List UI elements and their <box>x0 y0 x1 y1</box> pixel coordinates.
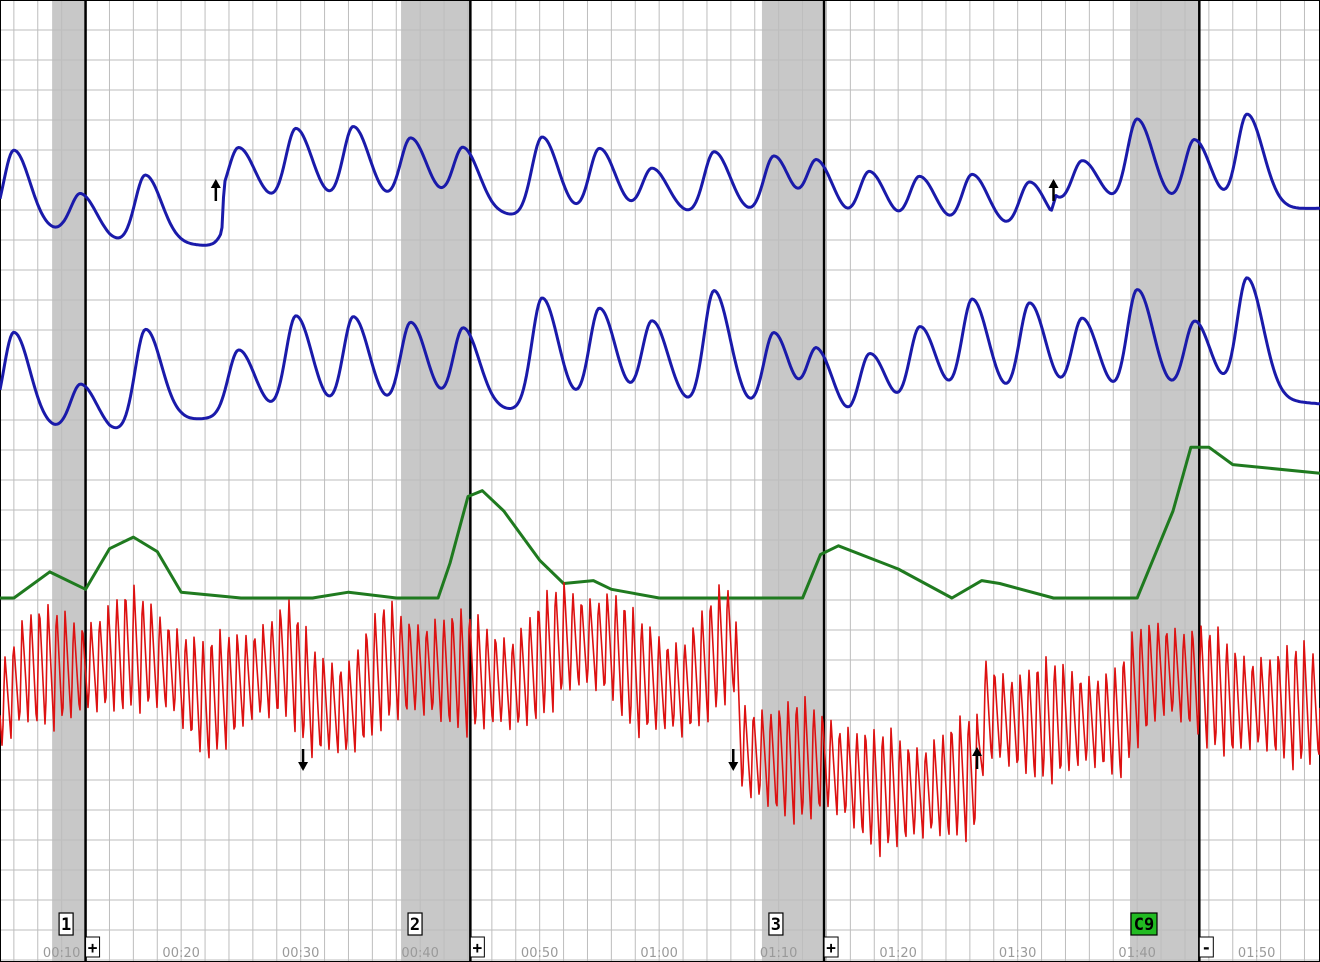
answer-mark-box <box>469 936 485 958</box>
answer-marks: + + + - <box>85 936 1214 958</box>
artifact-down-arrow-icon <box>728 749 739 771</box>
time-tick-label: 01:50 <box>1238 946 1275 961</box>
artifact-up-arrow-icon <box>972 747 983 769</box>
pneumo_upper-trace <box>0 112 1320 247</box>
time-tick-label: 00:50 <box>521 946 558 961</box>
question-label-box <box>768 912 784 936</box>
artifact-up-arrow-icon <box>1048 179 1059 201</box>
eda-trace <box>0 445 1320 600</box>
arrow-head <box>1048 179 1059 188</box>
answer-mark-box <box>1198 936 1214 958</box>
time-tick-label: 01:40 <box>1118 946 1155 961</box>
time-tick-label: 00:30 <box>282 946 319 961</box>
question-labels: 1 2 3 C9 <box>58 912 1158 936</box>
answer-lines <box>84 0 1201 962</box>
question-label-box <box>407 912 423 936</box>
arrow-head <box>298 762 309 771</box>
time-tick-label: 01:20 <box>879 946 916 961</box>
question-label: 3 <box>771 915 781 935</box>
question-band <box>1129 0 1200 962</box>
question-label: 2 <box>410 915 420 935</box>
pneumo_lower-trace <box>0 276 1320 430</box>
arrow-head <box>972 747 983 756</box>
time-tick-label: 00:40 <box>401 946 438 961</box>
time-tick-label: 00:10 <box>43 946 80 961</box>
question-label-box <box>58 912 74 936</box>
time-axis: 00:10 00:20 00:30 00:40 00:50 01:00 01:10 01:20… <box>43 946 1275 961</box>
artifact-up-arrow-icon <box>210 179 221 201</box>
question-label: 1 <box>61 915 71 935</box>
time-tick-label: 01:30 <box>999 946 1036 961</box>
physiological-traces <box>0 112 1320 858</box>
artifact-arrows <box>210 179 1059 771</box>
arrow-head <box>210 179 221 188</box>
question-band <box>401 0 471 962</box>
time-tick-label: 01:00 <box>640 946 677 961</box>
answer-mark: + <box>88 938 98 957</box>
question-band <box>52 0 86 962</box>
time-tick-label: 01:10 <box>760 946 797 961</box>
answer-mark: + <box>473 938 483 957</box>
artifact-down-arrow-icon <box>298 749 309 771</box>
time-tick-label: 00:20 <box>162 946 199 961</box>
answer-mark: + <box>826 938 836 957</box>
answer-mark: - <box>1201 938 1211 957</box>
answer-mark-box <box>85 936 101 958</box>
question-bands <box>52 0 1200 962</box>
arrow-head <box>728 762 739 771</box>
question-label-box <box>1130 912 1158 936</box>
question-label: C9 <box>1134 915 1154 935</box>
cardio-trace <box>0 582 1320 858</box>
answer-mark-box <box>823 936 839 958</box>
